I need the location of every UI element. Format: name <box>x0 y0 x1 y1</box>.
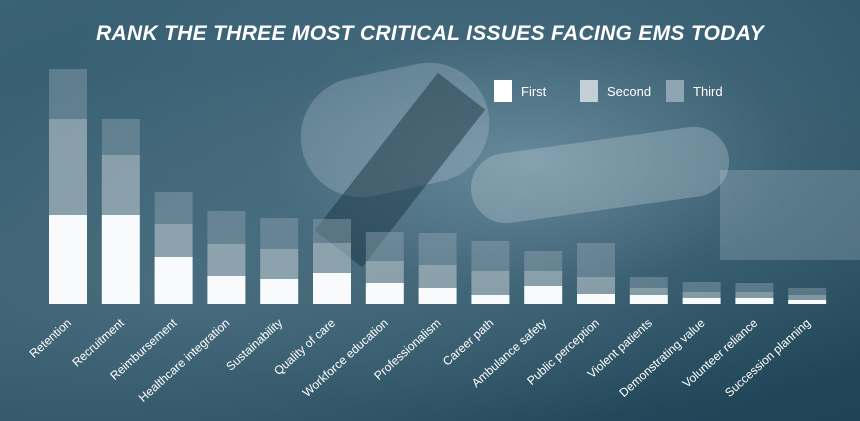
bar-retention-second <box>49 119 87 215</box>
bar-professionalism-first <box>418 288 457 304</box>
legend-label-third: Third <box>693 83 723 99</box>
bar-reimbursement-third <box>154 192 193 224</box>
bar-succession-planning-second <box>788 295 827 300</box>
bar-healthcare-integration-third <box>207 211 246 244</box>
bar-retention-third <box>49 69 87 119</box>
bar-succession-planning-first <box>788 300 827 304</box>
bar-volunteer-reliance-first <box>735 298 774 304</box>
bar-sustainability-second <box>260 249 299 279</box>
bar-violent-patients-third <box>629 277 668 288</box>
legend-item-second: Second <box>580 80 666 102</box>
legend-item-first: First <box>494 80 580 102</box>
legend-label-second: Second <box>607 83 652 99</box>
bar-violent-patients-first <box>629 295 668 304</box>
legend-swatch-first <box>494 80 512 102</box>
bar-volunteer-reliance-third <box>735 283 774 292</box>
bar-recruitment-first <box>101 215 140 304</box>
bar-healthcare-integration-first <box>207 276 246 304</box>
legend-swatch-third <box>666 80 684 102</box>
bar-recruitment-third <box>101 119 140 155</box>
bar-career-path-third <box>471 241 510 271</box>
bar-workforce-education-third <box>365 232 404 261</box>
category-label-demonstrating-value: Demonstrating value <box>616 316 707 400</box>
category-label-healthcare-integration: Healthcare integration <box>136 316 233 405</box>
bar-demonstrating-value-third <box>682 282 721 292</box>
bar-recruitment-second <box>101 155 140 215</box>
bar-professionalism-third <box>418 233 457 265</box>
bar-violent-patients-second <box>629 288 668 295</box>
legend-label-first: First <box>521 83 547 99</box>
background-photo-panel <box>720 170 860 260</box>
category-label-career-path: Career path <box>440 316 496 369</box>
bar-career-path-first <box>471 295 510 304</box>
bar-quality-of-care-first <box>313 273 351 304</box>
bar-public-perception-third <box>577 243 615 277</box>
bar-professionalism-second <box>418 265 457 288</box>
bar-retention-first <box>49 215 87 304</box>
bar-career-path-second <box>471 271 510 295</box>
bar-reimbursement-first <box>154 257 193 304</box>
bar-ambulance-safety-first <box>524 286 563 304</box>
bar-demonstrating-value-second <box>682 292 721 298</box>
bar-ambulance-safety-second <box>524 271 563 286</box>
legend-item-third: Third <box>666 80 752 102</box>
bar-sustainability-third <box>260 218 299 249</box>
bar-sustainability-first <box>260 279 299 304</box>
bar-public-perception-first <box>577 294 615 304</box>
chart-legend: First Second Third <box>494 80 752 102</box>
legend-swatch-second <box>580 80 598 102</box>
bar-reimbursement-second <box>154 224 193 257</box>
bar-volunteer-reliance-second <box>735 292 774 298</box>
bar-demonstrating-value-first <box>682 298 721 304</box>
chart-title: RANK THE THREE MOST CRITICAL ISSUES FACI… <box>96 22 764 45</box>
bar-healthcare-integration-second <box>207 244 246 276</box>
bar-succession-planning-third <box>788 288 827 295</box>
bar-workforce-education-first <box>365 283 404 304</box>
bar-ambulance-safety-third <box>524 251 563 271</box>
bar-quality-of-care-third <box>313 219 351 243</box>
bar-workforce-education-second <box>365 261 404 283</box>
bar-quality-of-care-second <box>313 243 351 273</box>
bar-public-perception-second <box>577 277 615 294</box>
category-label-retention: Retention <box>26 316 74 361</box>
